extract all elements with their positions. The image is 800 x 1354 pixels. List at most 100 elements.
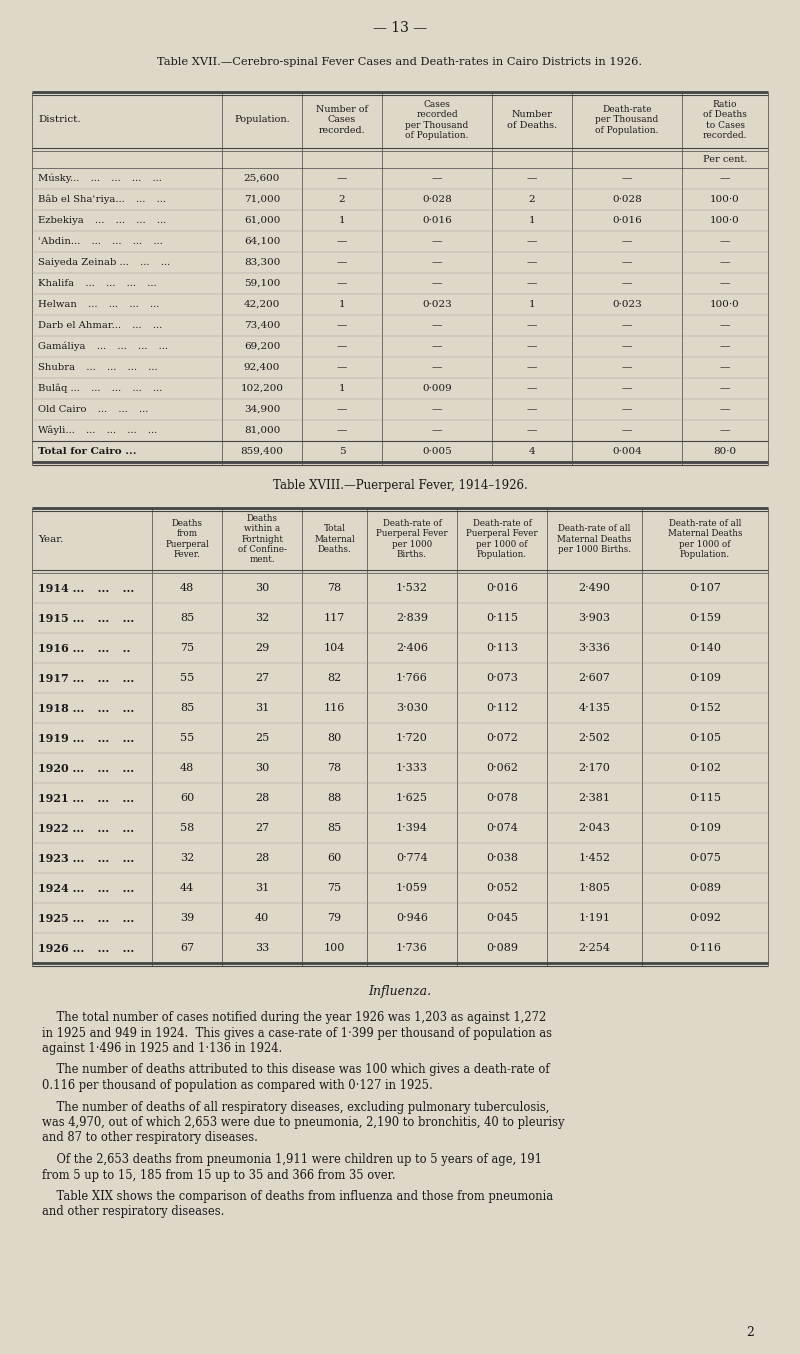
- Text: Number of
Cases
recorded.: Number of Cases recorded.: [316, 106, 368, 135]
- Text: 48: 48: [180, 584, 194, 593]
- Text: Ezbekiya   ...   ...   ...   ...: Ezbekiya ... ... ... ...: [38, 217, 166, 225]
- Text: —: —: [527, 343, 537, 351]
- Text: 79: 79: [327, 913, 342, 923]
- Text: —: —: [622, 279, 632, 288]
- Text: 0·062: 0·062: [486, 764, 518, 773]
- Text: 117: 117: [324, 613, 345, 623]
- Text: —: —: [720, 363, 730, 372]
- Text: Músky...   ...   ...   ...   ...: Músky... ... ... ... ...: [38, 173, 162, 183]
- Text: 60: 60: [327, 853, 342, 862]
- Text: 39: 39: [180, 913, 194, 923]
- Text: 0·009: 0·009: [422, 385, 452, 393]
- Text: 1914 ...   ...   ...: 1914 ... ... ...: [38, 582, 134, 593]
- Text: —: —: [432, 363, 442, 372]
- Text: 3·903: 3·903: [578, 613, 610, 623]
- Text: 2·502: 2·502: [578, 733, 610, 743]
- Text: 1·736: 1·736: [396, 942, 428, 953]
- Text: 0·016: 0·016: [422, 217, 452, 225]
- Text: 116: 116: [324, 703, 345, 714]
- Text: 81,000: 81,000: [244, 427, 280, 435]
- Text: The number of deaths of all respiratory diseases, excluding pulmonary tuberculos: The number of deaths of all respiratory …: [42, 1101, 550, 1113]
- Text: Per cent.: Per cent.: [703, 154, 747, 164]
- Text: —: —: [527, 321, 537, 330]
- Text: 0·089: 0·089: [689, 883, 721, 894]
- Text: Cases
recorded
per Thousand
of Population.: Cases recorded per Thousand of Populatio…: [406, 100, 469, 139]
- Text: 0·028: 0·028: [422, 195, 452, 204]
- Text: 69,200: 69,200: [244, 343, 280, 351]
- Text: 859,400: 859,400: [241, 447, 283, 456]
- Text: 1: 1: [338, 217, 346, 225]
- Text: —: —: [432, 237, 442, 246]
- Text: 0·107: 0·107: [689, 584, 721, 593]
- Text: —: —: [720, 259, 730, 267]
- Text: 2·254: 2·254: [578, 942, 610, 953]
- Text: —: —: [432, 175, 442, 183]
- Text: 0·052: 0·052: [486, 883, 518, 894]
- Text: —: —: [720, 279, 730, 288]
- Text: 0·004: 0·004: [612, 447, 642, 456]
- Text: Gamáliya   ...   ...   ...   ...: Gamáliya ... ... ... ...: [38, 341, 168, 351]
- Text: 85: 85: [180, 613, 194, 623]
- Text: — 13 —: — 13 —: [373, 22, 427, 35]
- Text: 0·152: 0·152: [689, 703, 721, 714]
- Text: 30: 30: [255, 584, 269, 593]
- Text: 1923 ...   ...   ...: 1923 ... ... ...: [38, 853, 134, 864]
- Text: 0·073: 0·073: [486, 673, 518, 682]
- Text: 1: 1: [338, 385, 346, 393]
- Text: 0·109: 0·109: [689, 673, 721, 682]
- Text: 0·159: 0·159: [689, 613, 721, 623]
- Text: —: —: [337, 259, 347, 267]
- Text: —: —: [527, 385, 537, 393]
- Text: 85: 85: [327, 823, 342, 833]
- Text: Population.: Population.: [234, 115, 290, 125]
- Text: Deaths
within a
Fortnight
of Confine-
ment.: Deaths within a Fortnight of Confine- me…: [238, 513, 286, 565]
- Text: Helwan   ...   ...   ...   ...: Helwan ... ... ... ...: [38, 301, 159, 309]
- Text: Table XVII.—Cerebro-spinal Fever Cases and Death-rates in Cairo Districts in 192: Table XVII.—Cerebro-spinal Fever Cases a…: [158, 57, 642, 66]
- Text: 55: 55: [180, 673, 194, 682]
- Text: 1·805: 1·805: [578, 883, 610, 894]
- Text: Old Cairo   ...   ...   ...: Old Cairo ... ... ...: [38, 405, 148, 414]
- Text: Death-rate
per Thousand
of Population.: Death-rate per Thousand of Population.: [595, 106, 658, 135]
- Text: 0·116: 0·116: [689, 942, 721, 953]
- Text: 1924 ...   ...   ...: 1924 ... ... ...: [38, 883, 134, 894]
- Text: Ratio
of Deaths
to Cases
recorded.: Ratio of Deaths to Cases recorded.: [702, 100, 747, 139]
- Text: 40: 40: [255, 913, 269, 923]
- Text: 48: 48: [180, 764, 194, 773]
- Text: —: —: [720, 405, 730, 414]
- Text: —: —: [720, 385, 730, 393]
- Text: —: —: [337, 175, 347, 183]
- Text: 75: 75: [180, 643, 194, 653]
- Text: 82: 82: [327, 673, 342, 682]
- Text: 3·336: 3·336: [578, 643, 610, 653]
- Text: 1921 ...   ...   ...: 1921 ... ... ...: [38, 792, 134, 803]
- Text: —: —: [720, 237, 730, 246]
- Text: —: —: [337, 427, 347, 435]
- Text: against 1·496 in 1925 and 1·136 in 1924.: against 1·496 in 1925 and 1·136 in 1924.: [42, 1043, 282, 1055]
- Text: 0·023: 0·023: [612, 301, 642, 309]
- Text: Of the 2,653 deaths from pneumonia 1,911 were children up to 5 years of age, 191: Of the 2,653 deaths from pneumonia 1,911…: [42, 1154, 542, 1166]
- Text: 1·333: 1·333: [396, 764, 428, 773]
- Text: 1·452: 1·452: [578, 853, 610, 862]
- Text: —: —: [337, 321, 347, 330]
- Text: 67: 67: [180, 942, 194, 953]
- Text: 31: 31: [255, 883, 269, 894]
- Text: 42,200: 42,200: [244, 301, 280, 309]
- Text: Influenza.: Influenza.: [369, 984, 431, 998]
- Text: 0·005: 0·005: [422, 447, 452, 456]
- Text: 25: 25: [255, 733, 269, 743]
- Text: in 1925 and 949 in 1924.  This gives a case-rate of 1·399 per thousand of popula: in 1925 and 949 in 1924. This gives a ca…: [42, 1026, 552, 1040]
- Text: 0·075: 0·075: [689, 853, 721, 862]
- Text: Darb el Ahmar...   ...   ...: Darb el Ahmar... ... ...: [38, 321, 162, 330]
- Text: 104: 104: [324, 643, 345, 653]
- Text: 1925 ...   ...   ...: 1925 ... ... ...: [38, 913, 134, 923]
- Text: —: —: [622, 259, 632, 267]
- Text: ʿAbdin...   ...   ...   ...   ...: ʿAbdin... ... ... ... ...: [38, 237, 162, 246]
- Text: The total number of cases notified during the year 1926 was 1,203 as against 1,2: The total number of cases notified durin…: [42, 1011, 546, 1024]
- Text: 92,400: 92,400: [244, 363, 280, 372]
- Text: —: —: [337, 279, 347, 288]
- Text: 55: 55: [180, 733, 194, 743]
- Text: —: —: [622, 405, 632, 414]
- Text: 0·113: 0·113: [486, 643, 518, 653]
- Text: 2·490: 2·490: [578, 584, 610, 593]
- Text: 1·191: 1·191: [578, 913, 610, 923]
